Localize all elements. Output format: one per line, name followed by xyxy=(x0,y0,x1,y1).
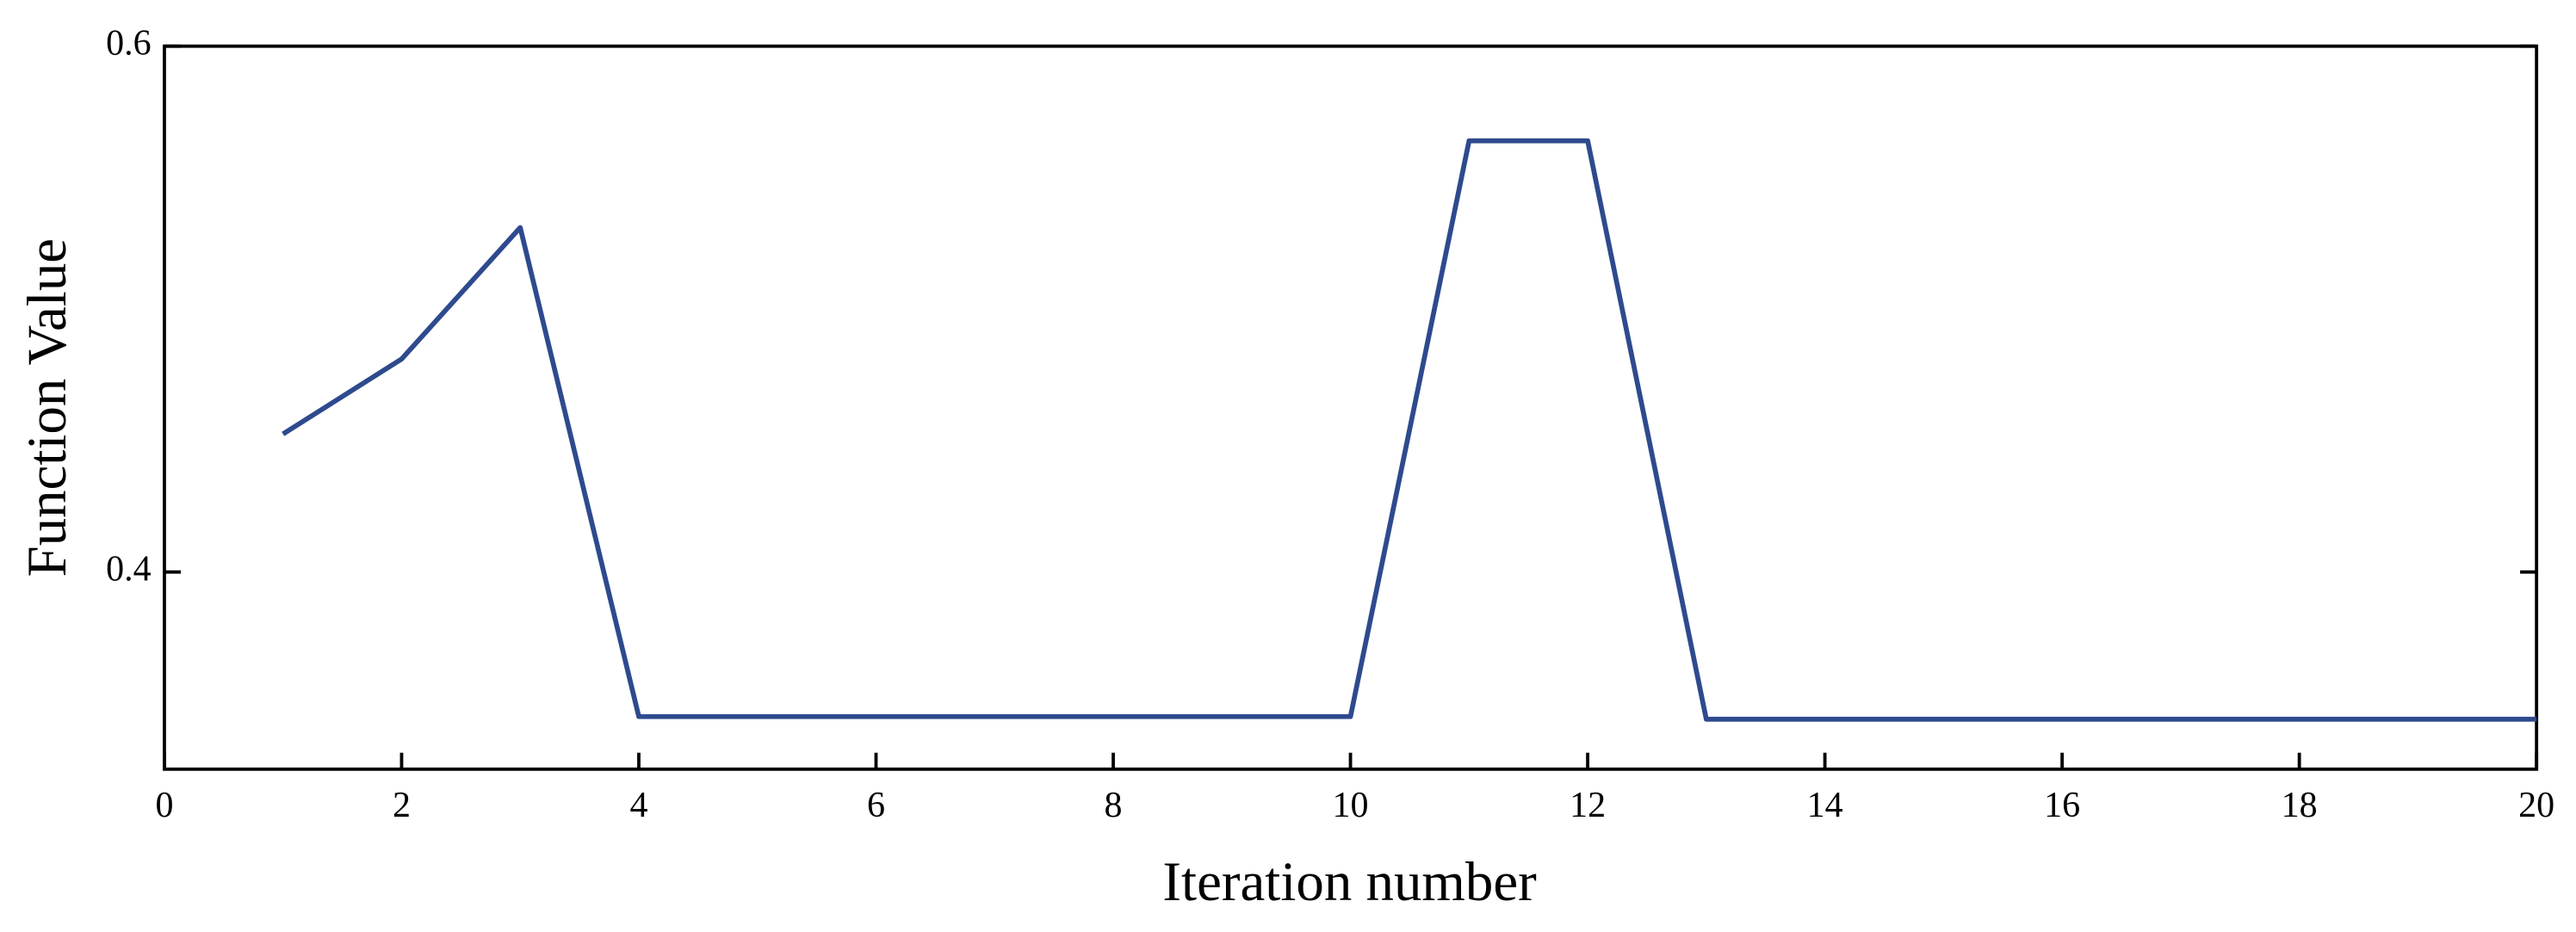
y-tick-label: 0.6 xyxy=(106,23,152,63)
x-tick-label: 4 xyxy=(629,786,647,825)
x-tick-label: 10 xyxy=(1333,786,1369,825)
x-tick-label: 8 xyxy=(1105,786,1123,825)
x-tick-label: 12 xyxy=(1570,786,1606,825)
x-tick-label: 14 xyxy=(1807,786,1843,825)
x-tick-label: 0 xyxy=(155,786,173,825)
x-tick-label: 16 xyxy=(2044,786,2080,825)
x-tick-label: 2 xyxy=(393,786,411,825)
x-tick-label: 20 xyxy=(2518,786,2554,825)
y-axis-label: Function Value xyxy=(16,238,78,577)
x-tick-label: 18 xyxy=(2282,786,2318,825)
y-tick-label: 0.4 xyxy=(106,549,152,589)
plot-frame xyxy=(163,44,2539,771)
x-tick-label: 6 xyxy=(867,786,885,825)
data-line xyxy=(282,138,2537,722)
x-axis-label: Iteration number xyxy=(1162,851,1537,913)
